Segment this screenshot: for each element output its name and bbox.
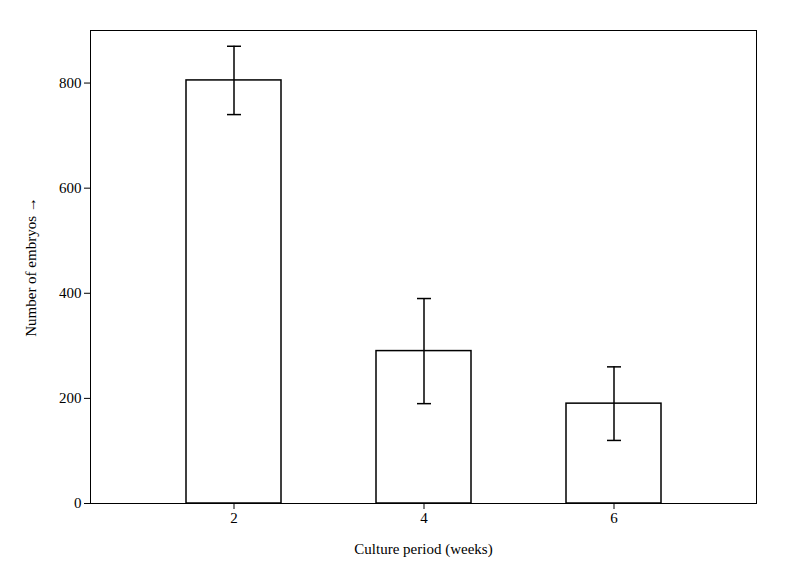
svg-text:400: 400 bbox=[59, 285, 82, 301]
svg-text:800: 800 bbox=[59, 75, 82, 91]
svg-text:4: 4 bbox=[420, 510, 428, 526]
svg-text:600: 600 bbox=[59, 180, 82, 196]
svg-text:Number of embryos →: Number of embryos → bbox=[23, 197, 39, 337]
svg-text:200: 200 bbox=[59, 390, 82, 406]
svg-text:Culture period (weeks): Culture period (weeks) bbox=[354, 541, 492, 558]
svg-text:0: 0 bbox=[74, 495, 82, 511]
svg-text:2: 2 bbox=[230, 510, 238, 526]
svg-text:6: 6 bbox=[610, 510, 618, 526]
